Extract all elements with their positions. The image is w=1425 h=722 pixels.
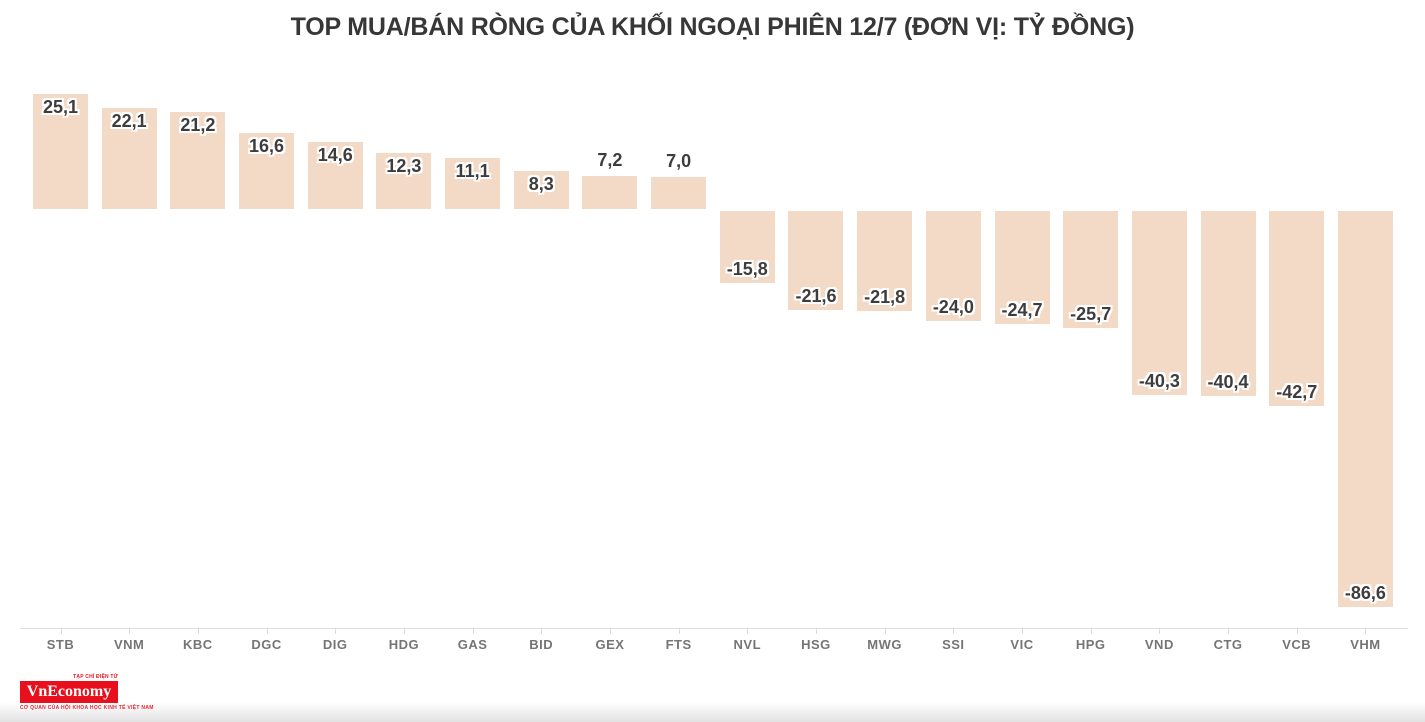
x-axis-tick [678,628,680,634]
x-axis-label-ssi: SSI [942,637,965,652]
x-axis-tick [472,628,474,634]
bar-hsg [788,211,844,310]
x-axis-label-stb: STB [46,637,75,652]
bar-value-label: 25,1 [42,97,79,118]
bar-vnd [1131,211,1187,396]
x-axis-tick [335,628,337,634]
x-axis-tick [541,628,543,634]
bar-vnm [101,108,157,209]
chart-title: TOP MUA/BÁN RÒNG CỦA KHỐI NGOẠI PHIÊN 12… [290,13,1135,41]
logo-top-text: TẠP CHÍ ĐIỆN TỬ [73,674,118,680]
bar-fts [651,177,707,209]
x-axis-label-mwg: MWG [867,637,903,652]
x-axis-label-gex: GEX [595,637,625,652]
x-axis-label-vnm: VNM [113,637,145,652]
bar-stb [33,94,88,209]
bar-value-label: -21,8 [864,286,906,307]
x-axis-tick [953,628,955,634]
x-axis-label-vhm: VHM [1350,637,1381,652]
bar-value-label: 21,2 [180,115,216,136]
x-axis-tick [1022,628,1024,634]
bar-value-label: -86,6 [1344,582,1386,603]
x-axis-label-hpg: HPG [1075,637,1106,652]
x-axis-label-vic: VIC [1010,637,1034,652]
bar-mwg [857,211,913,311]
bar-ssi [925,211,981,321]
vneconomy-logo: TẠP CHÍ ĐIỆN TỬ VnEconomy CƠ QUAN CỦA HỘ… [20,674,240,711]
bar-value-label: 14,6 [317,145,353,166]
x-axis-label-hdg: HDG [388,637,420,652]
x-axis-label-bid: BID [529,637,554,652]
bar-value-label: 12,3 [386,155,422,176]
bar-value-label: -40,3 [1138,371,1180,392]
x-axis-tick [1090,628,1092,634]
bar-hdg [376,152,432,209]
bar-ctg [1200,211,1256,396]
bar-vhm [1337,211,1393,607]
x-axis-label-vnd: VND [1144,637,1174,652]
bar-nvl [719,211,775,284]
x-axis-tick [1228,628,1230,634]
bar-vcb [1269,211,1325,407]
logo-tagline: CƠ QUAN CỦA HỘI KHOA HỌC KINH TẾ VIỆT NA… [20,705,240,711]
x-axis-tick [1159,628,1161,634]
x-axis-tick [815,628,817,634]
x-axis-tick [884,628,886,634]
x-axis-tick [747,628,749,634]
x-axis-label-ctg: CTG [1213,637,1243,652]
bar-value-label: -42,7 [1276,382,1318,403]
x-axis-tick [129,628,131,634]
bar-value-label: -24,7 [1001,299,1043,320]
bar-value-label: 7,2 [597,150,623,171]
x-axis-label-vcb: VCB [1282,637,1312,652]
x-axis-label-dgc: DGC [251,637,282,652]
bar-value-label: 8,3 [528,174,554,195]
logo-wordmark: VnEconomy [20,681,118,703]
x-axis-tick [609,628,611,634]
x-axis-tick [403,628,405,634]
bar-kbc [170,112,226,209]
x-axis-label-kbc: KBC [183,637,213,652]
x-axis-tick [266,628,268,634]
x-axis-tick [1365,628,1367,634]
bar-value-label: 7,0 [666,151,692,171]
x-axis-label-fts: FTS [665,637,692,652]
bar-hpg [1063,211,1119,329]
bar-value-label: -15,8 [726,259,768,280]
x-axis-tick [1296,628,1298,634]
bar-value-label: -21,6 [795,285,837,306]
bar-dgc [239,133,295,209]
bar-vic [994,211,1050,324]
x-axis-label-hsg: HSG [801,637,831,652]
bar-value-label: -40,4 [1207,371,1249,392]
bar-value-label: 16,6 [249,136,285,157]
x-axis-line [20,628,1408,629]
bar-value-label: -25,7 [1070,304,1112,325]
bar-value-label: 22,1 [111,111,147,131]
x-axis-label-gas: GAS [457,637,488,652]
bar-value-label: 11,1 [455,161,490,182]
bar-dig [307,142,363,209]
bar-bid [513,171,569,209]
x-axis-tick [60,628,62,634]
x-axis-tick [197,628,199,634]
bottom-gradient [0,702,1425,722]
x-axis-label-nvl: NVL [733,637,762,652]
bar-gas [445,158,501,209]
bar-gex [582,176,638,209]
x-axis-label-dig: DIG [322,637,348,652]
bar-value-label: -24,0 [932,296,974,317]
